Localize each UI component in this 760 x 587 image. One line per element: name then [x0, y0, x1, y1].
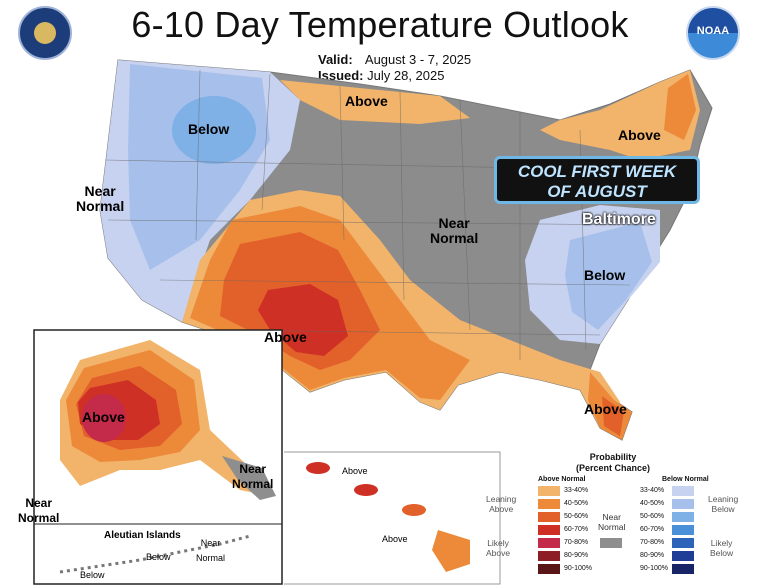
issued-label: Issued:	[318, 68, 364, 83]
headline-banner: COOL FIRST WEEK OF AUGUST	[494, 156, 700, 204]
legend-below-swatch-1	[672, 499, 694, 509]
northeast-above-40	[664, 74, 696, 140]
legend-below-label-4: 70-80%	[640, 539, 665, 546]
legend-below-swatch-3	[672, 525, 694, 535]
issued-value: July 28, 2025	[367, 68, 445, 83]
legend-below-swatch-4	[672, 538, 694, 548]
nw-below-50	[172, 96, 256, 164]
page-title: 6-10 Day Temperature Outlook	[131, 4, 629, 45]
legend-above-label-3: 60-70%	[564, 526, 589, 533]
north-leaning-above	[280, 80, 470, 124]
label-near-normal-west: Near Normal	[76, 183, 125, 214]
legend-below-header: Below Normal	[662, 476, 709, 483]
label-above-florida: Above	[584, 401, 627, 417]
legend-above-label-4: 70-80%	[564, 539, 589, 546]
legend-above-label-6: 90-100%	[564, 565, 593, 572]
legend-above-swatch-4	[538, 538, 560, 548]
probability-legend: Probability (Percent Chance) Above Normal…	[478, 452, 748, 584]
legend-leaning-below: Leaning Below	[708, 494, 739, 514]
commerce-seal-icon	[18, 6, 72, 60]
legend-above-label-1: 40-50%	[564, 500, 589, 507]
label-above-northeast: Above	[618, 127, 661, 143]
legend-below-swatch-6	[672, 564, 694, 574]
east-below-40	[565, 222, 652, 330]
valid-label: Valid:	[318, 52, 353, 67]
valid-issued-info: Valid: August 3 - 7, 2025 Issued: July 2…	[318, 52, 471, 84]
label-above-north: Above	[345, 93, 388, 109]
alaska-panhandle-near	[222, 456, 276, 500]
label-below-east: Below	[584, 267, 626, 283]
legend-below-label-3: 60-70%	[640, 526, 665, 533]
legend-above-swatch-6	[538, 564, 560, 574]
hawaii-island-maui	[402, 504, 426, 516]
legend-below-label-5: 80-90%	[640, 552, 665, 559]
legend-below-label-0: 33-40%	[640, 487, 665, 494]
legend-below-label-6: 90-100%	[640, 565, 669, 572]
legend-title: Probability (Percent Chance)	[575, 452, 651, 473]
label-hawaii-above-2: Above	[382, 534, 408, 544]
hawaii-inset-frame	[284, 451, 501, 585]
label-below-nw: Below	[188, 121, 230, 137]
legend-likely-above: Likely Above	[486, 538, 511, 558]
hawaii-island-big	[432, 530, 470, 572]
label-aleutian-below-1: Below	[146, 552, 171, 562]
alaska-above-70	[82, 394, 126, 442]
legend-below-swatch-5	[672, 551, 694, 561]
label-near-normal-ak-sw: Near Normal	[18, 496, 60, 525]
legend-leaning-above: Leaning Above	[486, 494, 517, 514]
legend-above-swatch-2	[538, 512, 560, 522]
legend-above-swatch-1	[538, 499, 560, 509]
legend-above-swatch-5	[538, 551, 560, 561]
legend-above-swatch-3	[538, 525, 560, 535]
label-hawaii-above-1: Above	[342, 466, 368, 476]
legend-above-header: Above Normal	[538, 476, 586, 483]
label-aleutian-near-normal: Near Normal	[196, 538, 226, 563]
label-near-normal-central: Near Normal	[430, 215, 479, 246]
hawaii-island-kauai	[306, 462, 330, 474]
valid-value: August 3 - 7, 2025	[364, 52, 472, 67]
legend-below-label-2: 50-60%	[640, 513, 665, 520]
state-borders	[105, 69, 651, 360]
legend-below-swatch-2	[672, 512, 694, 522]
legend-near-normal-label: Near Normal	[598, 512, 626, 532]
legend-below-swatch-0	[672, 486, 694, 496]
legend-above-label-0: 33-40%	[564, 487, 589, 494]
label-above-alaska: Above	[82, 409, 125, 425]
legend-near-normal-swatch	[600, 538, 622, 548]
label-aleutian-below-2: Below	[80, 570, 105, 580]
legend-above-label-5: 80-90%	[564, 552, 589, 559]
legend-below-label-1: 40-50%	[640, 500, 665, 507]
florida-above-50	[602, 396, 624, 436]
legend-likely-below: Likely Below	[710, 538, 734, 558]
label-near-normal-panhandle: Near Normal	[232, 462, 274, 491]
hawaii-island-oahu	[354, 484, 378, 496]
label-baltimore: Baltimore	[582, 211, 656, 228]
label-aleutian-title: Aleutian Islands	[104, 530, 181, 541]
legend-above-swatch-0	[538, 486, 560, 496]
legend-above-label-2: 50-60%	[564, 513, 589, 520]
label-above-southwest: Above	[264, 329, 307, 345]
noaa-logo-icon: NOAA	[686, 6, 740, 60]
